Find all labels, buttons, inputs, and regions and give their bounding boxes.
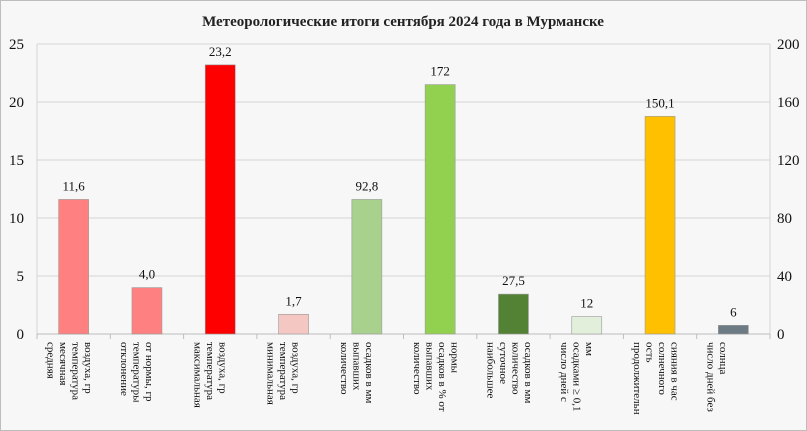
category-label-line: воздуха, гр bbox=[216, 342, 228, 394]
category-label-line: нормы bbox=[449, 342, 461, 374]
category-label-line: количество bbox=[338, 342, 350, 395]
data-label: 11,6 bbox=[63, 178, 86, 193]
category-label-line: солнца bbox=[717, 342, 729, 375]
y-tick-label-right: 40 bbox=[777, 269, 792, 285]
y-tick-label-left: 5 bbox=[17, 269, 25, 285]
bar bbox=[644, 116, 676, 335]
bar bbox=[278, 313, 309, 335]
bar bbox=[424, 84, 456, 335]
y-tick-label-right: 120 bbox=[777, 153, 800, 169]
data-label: 12 bbox=[580, 296, 593, 311]
bar bbox=[571, 316, 603, 335]
category-label-line: количество bbox=[411, 342, 423, 395]
category-label-line: воздуха, гр bbox=[82, 342, 94, 394]
category-label-line: осадков в % от bbox=[436, 342, 448, 412]
data-label: 23,2 bbox=[209, 44, 232, 59]
data-label: 27,5 bbox=[502, 273, 525, 288]
category-label: минимальная температура воздуха, гр bbox=[265, 342, 302, 405]
category-label-line: солнечного bbox=[656, 342, 668, 395]
category-label-line: от нормы, гр bbox=[143, 342, 155, 402]
y-tick-label-right: 0 bbox=[777, 327, 785, 343]
bar bbox=[131, 287, 163, 335]
category-label-line: выпавших bbox=[350, 342, 362, 391]
category-label: отклонение температуры от нормы, гр bbox=[118, 342, 155, 403]
category-label-line: количество bbox=[509, 342, 521, 395]
y-tick-label-right: 80 bbox=[777, 211, 792, 227]
category-label-line: число дней без bbox=[704, 342, 716, 412]
data-label: 4,0 bbox=[139, 267, 155, 282]
bar bbox=[204, 64, 236, 335]
category-label: средняя месячная температура воздуха, гр bbox=[45, 342, 95, 400]
bar bbox=[498, 293, 529, 335]
data-label: 150,1 bbox=[645, 95, 674, 110]
category-label-line: отклонение bbox=[118, 342, 130, 396]
category-label-line: температура bbox=[70, 342, 82, 400]
category-label-line: средняя bbox=[45, 342, 57, 379]
y-tick-label-right: 200 bbox=[777, 37, 800, 53]
category-label-line: наибольшее bbox=[484, 342, 496, 398]
y-tick-label-left: 15 bbox=[9, 153, 24, 169]
category-label-line: мм bbox=[583, 342, 595, 356]
data-label: 172 bbox=[430, 64, 450, 79]
chart-title: Метеорологические итоги сентября 2024 го… bbox=[202, 14, 604, 30]
category-label: продолжительн ость солнечного сияния в час bbox=[631, 342, 681, 415]
category-label-line: выпавших bbox=[424, 342, 436, 391]
category-label-line: максимальная bbox=[191, 342, 203, 408]
bar bbox=[351, 199, 383, 335]
category-label-line: ость bbox=[644, 342, 656, 362]
y-tick-label-left: 25 bbox=[9, 37, 24, 53]
data-label: 1,7 bbox=[285, 293, 302, 308]
data-label: 92,8 bbox=[355, 178, 378, 193]
category-label: наибольшее суточное количество осадков в мм bbox=[484, 342, 534, 403]
category-label-line: температуры bbox=[130, 342, 142, 403]
bar bbox=[58, 199, 89, 335]
y-tick-label-right: 160 bbox=[777, 95, 800, 111]
category-label-line: температура bbox=[277, 342, 289, 400]
category-label: количество выпавших осадков в % от нормы bbox=[411, 342, 461, 412]
category-label-line: температура bbox=[204, 342, 216, 400]
y-tick-label-left: 20 bbox=[9, 95, 24, 111]
category-label-line: сияния в час bbox=[669, 342, 681, 401]
category-label-line: месячная bbox=[57, 342, 69, 385]
category-label: максимальная температура воздуха, гр bbox=[191, 342, 228, 408]
category-label: число дней без солнца bbox=[704, 342, 729, 412]
category-label-line: число дней с bbox=[558, 342, 570, 402]
category-label: число дней с осадками ≥ 0,1 мм bbox=[558, 342, 595, 411]
category-label-line: осадков в мм bbox=[363, 342, 375, 403]
y-tick-label-left: 0 bbox=[17, 327, 25, 343]
category-label-line: продолжительн bbox=[631, 342, 643, 415]
category-label-line: осадками ≥ 0,1 bbox=[570, 342, 582, 411]
bar bbox=[718, 324, 749, 335]
category-label-line: воздуха, гр bbox=[290, 342, 302, 394]
category-label: количество выпавших осадков в мм bbox=[338, 342, 375, 403]
category-label-line: суточное bbox=[497, 342, 509, 384]
y-tick-label-left: 10 bbox=[9, 211, 24, 227]
category-label-line: минимальная bbox=[265, 342, 277, 405]
category-label-line: осадков в мм bbox=[522, 342, 534, 403]
data-label: 6 bbox=[730, 304, 737, 319]
